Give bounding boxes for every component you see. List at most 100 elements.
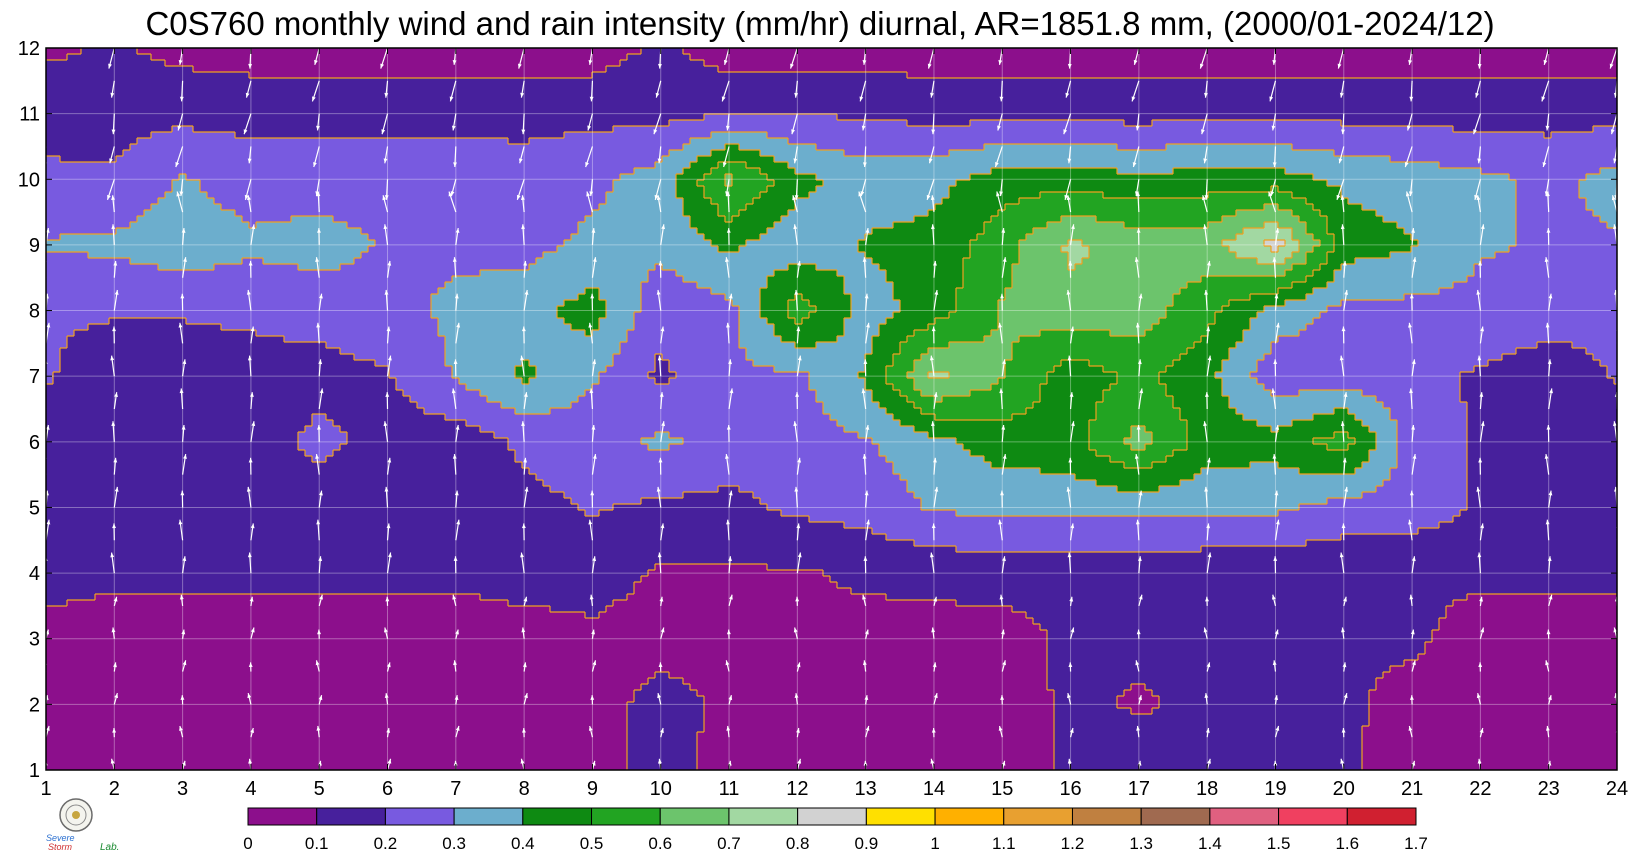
contour-cell <box>1600 84 1608 91</box>
contour-cell <box>242 96 250 103</box>
contour-cell <box>480 54 488 61</box>
contour-cell <box>228 138 236 145</box>
contour-cell <box>613 132 621 139</box>
contour-cell <box>571 66 579 73</box>
contour-cell <box>1488 66 1496 73</box>
contour-cell <box>1299 162 1307 169</box>
contour-cell <box>487 168 495 175</box>
contour-cell <box>1425 150 1433 157</box>
contour-cell <box>872 78 880 85</box>
contour-cell <box>81 114 89 121</box>
contour-cell <box>949 84 957 91</box>
contour-cell <box>60 48 68 55</box>
contour-cell <box>872 162 880 169</box>
contour-cell <box>438 96 446 103</box>
contour-cell <box>1117 66 1125 73</box>
contour-cell <box>984 162 992 169</box>
contour-cell <box>123 150 131 157</box>
contour-cell <box>935 60 943 67</box>
contour-cell <box>263 102 271 109</box>
contour-cell <box>1306 138 1314 145</box>
contour-cell <box>1075 126 1083 133</box>
contour-cell <box>655 102 663 109</box>
contour-cell <box>564 102 572 109</box>
contour-cell <box>1523 120 1531 127</box>
contour-cell <box>515 48 523 55</box>
contour-cell <box>578 162 586 169</box>
contour-cell <box>193 90 201 97</box>
contour-cell <box>144 90 152 97</box>
contour-cell <box>683 90 691 97</box>
contour-cell <box>536 138 544 145</box>
contour-cell <box>1537 54 1545 61</box>
contour-cell <box>1586 156 1594 163</box>
contour-cell <box>522 60 530 67</box>
contour-cell <box>466 96 474 103</box>
contour-cell <box>515 168 523 175</box>
contour-cell <box>921 102 929 109</box>
contour-cell <box>1509 96 1517 103</box>
contour-cell <box>158 66 166 73</box>
contour-cell <box>1390 138 1398 145</box>
contour-cell <box>1586 150 1594 157</box>
contour-cell <box>319 162 327 169</box>
contour-cell <box>1544 66 1552 73</box>
contour-cell <box>816 114 824 121</box>
contour-cell <box>88 144 96 151</box>
contour-cell <box>1334 96 1342 103</box>
contour-cell <box>522 96 530 103</box>
contour-cell <box>1516 114 1524 121</box>
contour-cell <box>298 84 306 91</box>
contour-cell <box>816 168 824 175</box>
contour-cell <box>886 90 894 97</box>
contour-cell <box>200 48 208 55</box>
contour-cell <box>704 66 712 73</box>
contour-cell <box>1516 90 1524 97</box>
contour-cell <box>319 90 327 97</box>
contour-cell <box>627 60 635 67</box>
contour-cell <box>1495 150 1503 157</box>
contour-cell <box>676 138 684 145</box>
contour-cell <box>1327 126 1335 133</box>
contour-cell <box>529 96 537 103</box>
contour-cell <box>1586 144 1594 151</box>
contour-cell <box>592 120 600 127</box>
contour-cell <box>151 150 159 157</box>
contour-cell <box>284 66 292 73</box>
contour-cell <box>249 90 257 97</box>
contour-cell <box>1418 102 1426 109</box>
contour-cell <box>1166 162 1174 169</box>
contour-cell <box>844 78 852 85</box>
contour-cell <box>956 66 964 73</box>
contour-cell <box>1341 102 1349 109</box>
contour-cell <box>368 114 376 121</box>
contour-cell <box>109 96 117 103</box>
contour-cell <box>753 78 761 85</box>
contour-cell <box>690 126 698 133</box>
contour-cell <box>676 90 684 97</box>
contour-cell <box>739 150 747 157</box>
contour-cell <box>424 162 432 169</box>
contour-cell <box>326 180 334 187</box>
contour-cell <box>256 66 264 73</box>
contour-cell <box>431 144 439 151</box>
contour-cell <box>1397 90 1405 97</box>
contour-cell <box>1446 114 1454 121</box>
contour-cell <box>340 120 348 127</box>
contour-cell <box>480 156 488 163</box>
contour-cell <box>438 54 446 61</box>
contour-cell <box>914 84 922 91</box>
contour-cell <box>158 132 166 139</box>
contour-cell <box>298 60 306 67</box>
contour-cell <box>1019 132 1027 139</box>
contour-cell <box>270 156 278 163</box>
contour-cell <box>214 96 222 103</box>
contour-cell <box>830 48 838 55</box>
contour-cell <box>907 102 915 109</box>
contour-cell <box>144 60 152 67</box>
contour-cell <box>1425 96 1433 103</box>
contour-cell <box>424 150 432 157</box>
contour-cell <box>438 144 446 151</box>
contour-cell <box>1558 156 1566 163</box>
contour-cell <box>676 96 684 103</box>
